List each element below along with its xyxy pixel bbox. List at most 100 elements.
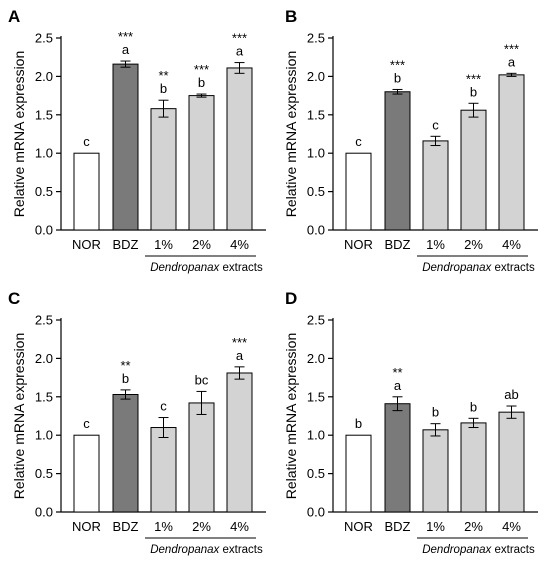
bar-1pct: [150, 108, 177, 231]
x-tick-label: BDZ: [113, 519, 139, 534]
significance-letter: a: [236, 44, 244, 59]
significance-stars: ***: [466, 71, 481, 86]
significance-letter: c: [355, 134, 362, 149]
bar-2pct: [188, 402, 215, 513]
bar-nor: [345, 434, 372, 513]
panel-a: A Relative mRNA expression 0.0 0.5 1.0 1.5 2.0…: [8, 7, 266, 274]
significance-stars: **: [158, 68, 168, 83]
significance-stars: **: [120, 358, 130, 373]
y-tick-label: 0.0: [35, 223, 53, 238]
bar-2pct: [460, 109, 487, 231]
x-tick-label: BDZ: [385, 237, 411, 252]
significance-stars: ***: [232, 335, 247, 350]
significance-letter: b: [355, 416, 362, 431]
significance-letter: b: [160, 81, 167, 96]
panel-c: C Relative mRNA expression 0.0 0.5 1.0 1.5 2.0…: [8, 289, 266, 556]
y-tick-label: 0.0: [307, 505, 325, 520]
group-label-italic: Dendropanax: [422, 262, 492, 274]
y-tick-label: 2.0: [35, 351, 53, 366]
y-tick-label: 2.5: [35, 313, 53, 328]
group-label-italic: Dendropanax: [422, 544, 492, 556]
group-label-rest: extracts: [491, 262, 535, 274]
x-tick-label: 1%: [154, 237, 173, 252]
x-tick-label: 4%: [502, 237, 521, 252]
y-tick-label: 1.0: [307, 146, 325, 161]
y-tick-label: 0.5: [35, 184, 53, 199]
y-tick-label: 2.5: [307, 313, 325, 328]
y-axis-label: Relative mRNA expression: [283, 51, 299, 218]
significance-letter: b: [432, 405, 439, 420]
y-tick-label: 2.0: [307, 69, 325, 84]
y-tick-label: 1.5: [35, 389, 53, 404]
significance-letter: b: [470, 84, 477, 99]
bar-4pct: [226, 67, 253, 231]
y-tick-label: 0.0: [35, 505, 53, 520]
x-tick-label: BDZ: [113, 237, 139, 252]
y-tick-label: 1.5: [307, 107, 325, 122]
x-tick-label: 2%: [464, 237, 483, 252]
y-tick-label: 2.0: [307, 351, 325, 366]
y-axis-label: Relative mRNA expression: [283, 333, 299, 500]
x-tick-label: 2%: [464, 519, 483, 534]
x-tick-label: 4%: [230, 237, 249, 252]
significance-letter: c: [83, 134, 90, 149]
panel-letter: A: [8, 7, 20, 26]
bar-bdz: [384, 91, 411, 231]
x-tick-label: 4%: [502, 519, 521, 534]
y-tick-label: 1.0: [35, 428, 53, 443]
significance-letter: c: [160, 399, 167, 414]
panel-letter: B: [285, 7, 297, 26]
x-tick-label: 2%: [192, 237, 211, 252]
bar-4pct: [498, 411, 525, 513]
bar-1pct: [422, 429, 449, 513]
bar-bdz: [112, 393, 139, 513]
y-tick-label: 0.5: [307, 466, 325, 481]
panel-letter: C: [8, 289, 20, 308]
group-label-italic: Dendropanax: [150, 544, 220, 556]
y-tick-label: 1.5: [35, 107, 53, 122]
significance-letter: a: [394, 378, 402, 393]
significance-letter: b: [122, 371, 129, 386]
bar-nor: [73, 152, 100, 231]
significance-letter: a: [236, 348, 244, 363]
group-label-rest: extracts: [219, 544, 263, 556]
y-axis-label: Relative mRNA expression: [11, 333, 27, 500]
bar-1pct: [150, 427, 177, 513]
group-label: Dendropanax extracts: [422, 262, 535, 274]
group-label: Dendropanax extracts: [422, 544, 535, 556]
x-tick-label: NOR: [72, 237, 101, 252]
x-tick-label: 1%: [426, 519, 445, 534]
y-tick-label: 0.0: [307, 223, 325, 238]
group-label: Dendropanax extracts: [150, 262, 263, 274]
significance-letter: ab: [504, 387, 518, 402]
significance-stars: ***: [194, 62, 209, 77]
y-tick-label: 2.0: [35, 69, 53, 84]
bar-4pct: [498, 74, 525, 231]
bar-nor: [73, 434, 100, 513]
x-tick-label: 2%: [192, 519, 211, 534]
significance-letter: bc: [195, 372, 209, 387]
significance-stars: ***: [504, 41, 519, 56]
significance-letter: c: [432, 117, 439, 132]
panel-d: D Relative mRNA expression 0.0 0.5 1.0 1.5 2.0…: [283, 289, 538, 556]
bar-nor: [345, 152, 372, 231]
y-tick-label: 1.5: [307, 389, 325, 404]
y-tick-label: 0.5: [307, 184, 325, 199]
group-label-italic: Dendropanax: [150, 262, 220, 274]
bar-4pct: [226, 372, 253, 513]
bar-2pct: [188, 95, 215, 231]
significance-stars: ***: [118, 29, 133, 44]
y-tick-label: 1.0: [307, 428, 325, 443]
group-label-rest: extracts: [219, 262, 263, 274]
y-axis-label: Relative mRNA expression: [11, 51, 27, 218]
significance-stars: ***: [390, 57, 405, 72]
x-tick-label: NOR: [72, 519, 101, 534]
y-tick-label: 1.0: [35, 146, 53, 161]
panel-b: B Relative mRNA expression 0.0 0.5 1.0 1.5 2.0…: [283, 7, 538, 274]
bar-1pct: [422, 140, 449, 231]
significance-letter: b: [470, 399, 477, 414]
x-tick-label: NOR: [344, 519, 373, 534]
significance-letter: c: [83, 416, 90, 431]
group-label-rest: extracts: [491, 544, 535, 556]
